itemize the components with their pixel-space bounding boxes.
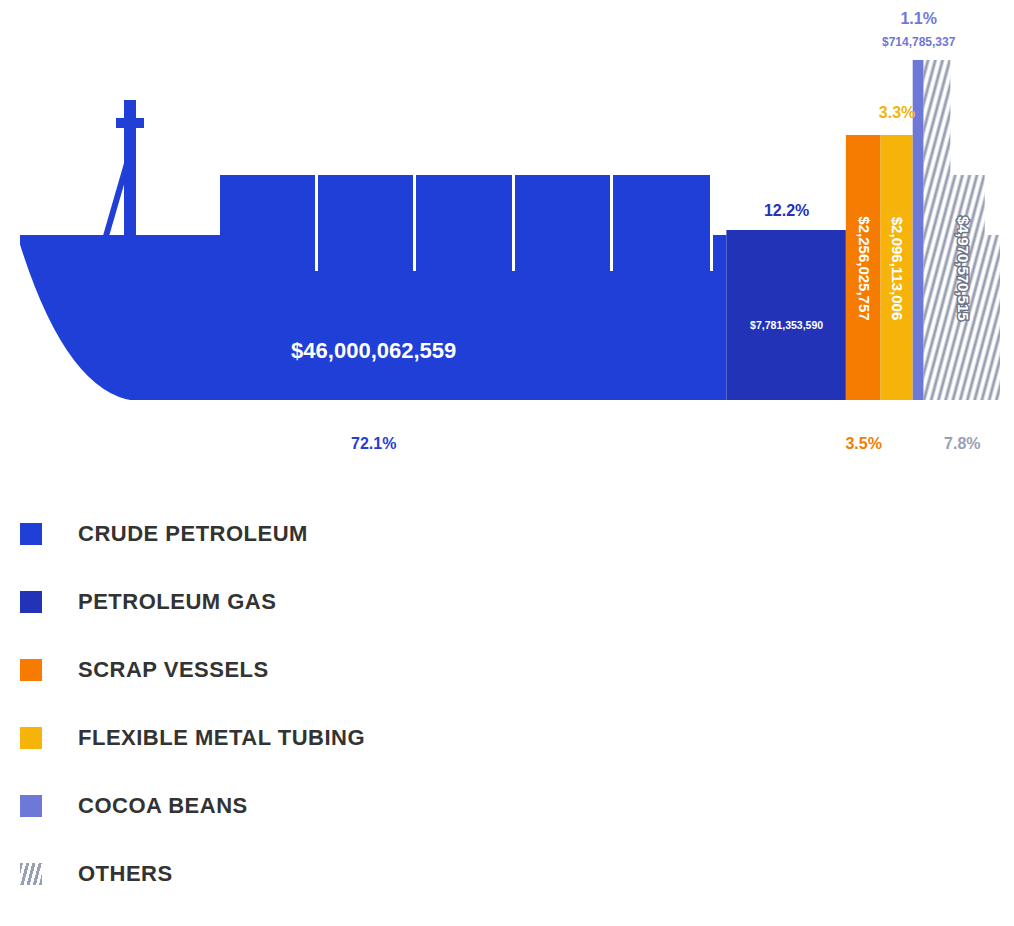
html-text:FLEXIBLE METAL TUBING: FLEXIBLE METAL TUBING (78, 725, 366, 750)
svg-text:$2,096,113,006: $2,096,113,006 (889, 217, 906, 320)
svg-text:3.5%: 3.5% (845, 435, 881, 452)
svg-text:$4,970,570,515: $4,970,570,515 (955, 216, 972, 320)
svg-text:$714,785,337: $714,785,337 (882, 35, 956, 49)
html-text:COCOA BEANS: COCOA BEANS (78, 793, 248, 818)
svg-text:$46,000,062,559: $46,000,062,559 (291, 338, 456, 363)
svg-text:7.8%: 7.8% (944, 435, 980, 452)
svg-text:$2,256,025,757: $2,256,025,757 (856, 216, 873, 320)
svg-text:12.2%: 12.2% (764, 202, 809, 219)
svg-text:$7,781,353,590: $7,781,353,590 (750, 319, 823, 331)
svg-text:1.1%: 1.1% (900, 10, 936, 27)
html-text:CRUDE PETROLEUM: CRUDE PETROLEUM (78, 521, 308, 546)
html-text:PETROLEUM GAS: PETROLEUM GAS (78, 589, 277, 614)
svg-text:3.3%: 3.3% (879, 104, 915, 121)
svg-text:72.1%: 72.1% (351, 435, 396, 452)
html-text:SCRAP VESSELS: SCRAP VESSELS (78, 657, 269, 682)
html-text:OTHERS: OTHERS (78, 861, 173, 886)
